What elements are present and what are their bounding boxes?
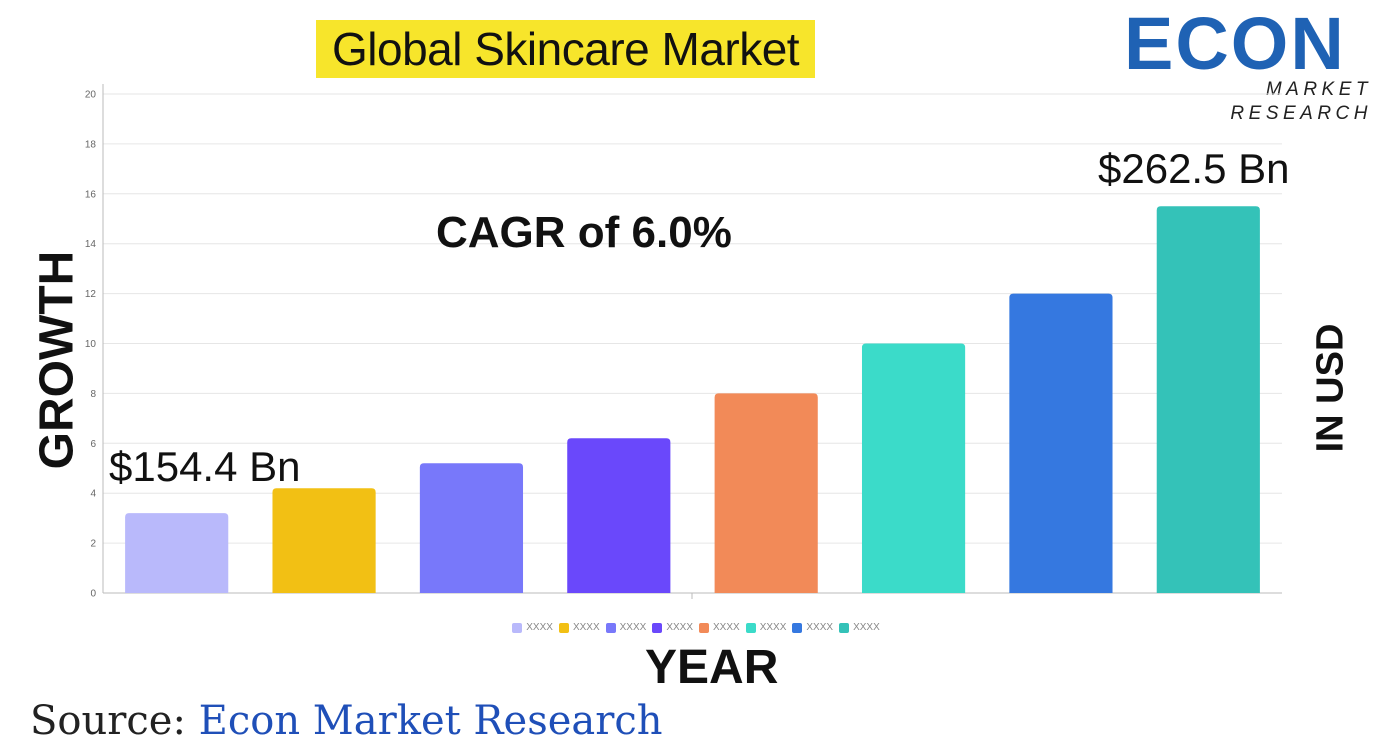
y-tick-label: 10 <box>85 339 97 350</box>
chart-bar <box>125 513 229 593</box>
source-note: Source: Econ Market Research <box>30 698 663 744</box>
y-tick-label: 20 <box>85 90 97 101</box>
logo-wordmark: ECON <box>1124 2 1346 85</box>
legend-item: XXXX <box>792 622 833 633</box>
y-tick-label: 6 <box>90 439 96 450</box>
legend-item: XXXX <box>839 622 880 633</box>
chart-bar <box>1009 293 1113 593</box>
y-tick-label: 12 <box>85 289 97 300</box>
brand-logo: ECON MARKET RESEARCH <box>1118 2 1374 125</box>
legend-swatch <box>839 622 850 633</box>
legend-item: XXXX <box>558 622 600 633</box>
chart-bar <box>567 438 671 593</box>
chart-title: Global Skincare Market <box>316 20 816 78</box>
legend-swatch <box>652 622 663 633</box>
end-value-annotation: $262.5 Bn <box>1098 145 1290 192</box>
y-tick-label: 8 <box>90 389 96 400</box>
y-tick-label: 16 <box>85 189 97 200</box>
y-tick-label: 4 <box>90 489 96 500</box>
x-axis-label: YEAR <box>645 641 779 694</box>
legend-item: XXXX <box>652 622 693 633</box>
legend-label: XXXX <box>713 622 740 633</box>
legend-swatch <box>699 622 709 633</box>
legend-swatch <box>512 622 523 633</box>
legend-swatch <box>605 622 616 633</box>
legend-swatch <box>745 622 756 633</box>
legend-item: XXXX <box>512 622 553 633</box>
source-prefix: Source: <box>30 698 186 744</box>
legend-item: XXXX <box>699 622 740 633</box>
legend-item: XXXX <box>605 622 647 633</box>
cagr-annotation: CAGR of 6.0% <box>436 208 732 257</box>
y-axis-label: GROWTH <box>30 250 84 470</box>
legend-label: XXXX <box>759 622 787 633</box>
y-tick-label: 14 <box>85 239 97 250</box>
legend-label: XXXX <box>572 622 600 633</box>
chart-legend: XXXX XXXX XXXX XXXX XXXX XXXX XXXX XXXX <box>0 622 1392 636</box>
legend-label: XXXX <box>619 622 647 633</box>
right-axis-label: IN USD <box>1309 323 1352 453</box>
legend-item: XXXX <box>745 622 787 633</box>
chart-bar <box>272 488 376 593</box>
y-tick-label: 18 <box>85 139 97 150</box>
y-tick-label: 0 <box>90 589 96 600</box>
legend-label: XXXX <box>806 622 834 633</box>
legend-swatch <box>792 622 803 633</box>
chart-bar <box>419 463 524 593</box>
source-name: Econ Market Research <box>198 698 663 744</box>
start-value-annotation: $154.4 Bn <box>109 443 301 490</box>
chart-bar <box>861 343 966 593</box>
chart-bar <box>1156 206 1260 593</box>
legend-label: XXXX <box>853 622 880 633</box>
logo-tagline: MARKET RESEARCH <box>1230 79 1372 124</box>
chart-bar <box>714 393 818 593</box>
legend-label: XXXX <box>666 622 693 633</box>
y-tick-label: 2 <box>90 539 96 550</box>
legend-swatch <box>558 622 569 633</box>
legend-label: XXXX <box>526 622 553 633</box>
